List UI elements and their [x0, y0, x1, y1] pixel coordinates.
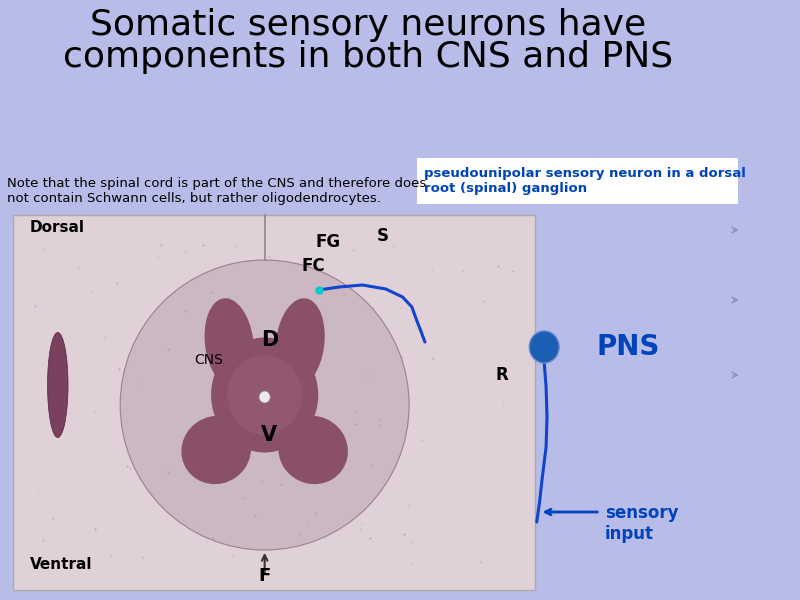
Ellipse shape — [182, 416, 251, 484]
Text: CNS: CNS — [194, 353, 223, 367]
FancyBboxPatch shape — [418, 158, 738, 204]
FancyBboxPatch shape — [13, 215, 535, 590]
Text: FC: FC — [302, 257, 326, 275]
Ellipse shape — [205, 298, 254, 388]
Text: D: D — [261, 330, 278, 350]
Text: R: R — [496, 366, 509, 384]
Text: FG: FG — [316, 233, 341, 251]
Text: Ventral: Ventral — [30, 557, 92, 572]
Circle shape — [530, 331, 559, 363]
Text: Dorsal: Dorsal — [30, 220, 85, 235]
Ellipse shape — [120, 260, 409, 550]
Text: Somatic sensory neurons have: Somatic sensory neurons have — [90, 8, 646, 42]
Circle shape — [259, 391, 270, 403]
Ellipse shape — [211, 337, 318, 452]
Text: pseudounipolar sensory neuron in a dorsal
root (spinal) ganglion: pseudounipolar sensory neuron in a dorsa… — [424, 167, 746, 195]
Ellipse shape — [227, 355, 302, 435]
Ellipse shape — [275, 298, 325, 388]
Text: F: F — [258, 567, 270, 585]
Text: V: V — [262, 425, 278, 445]
Ellipse shape — [47, 332, 68, 437]
Text: sensory
input: sensory input — [605, 504, 678, 543]
Text: Note that the spinal cord is part of the CNS and therefore does
not contain Schw: Note that the spinal cord is part of the… — [7, 177, 426, 205]
Ellipse shape — [278, 416, 348, 484]
Text: components in both CNS and PNS: components in both CNS and PNS — [63, 40, 673, 74]
Text: PNS: PNS — [596, 333, 660, 361]
Text: S: S — [377, 227, 389, 245]
